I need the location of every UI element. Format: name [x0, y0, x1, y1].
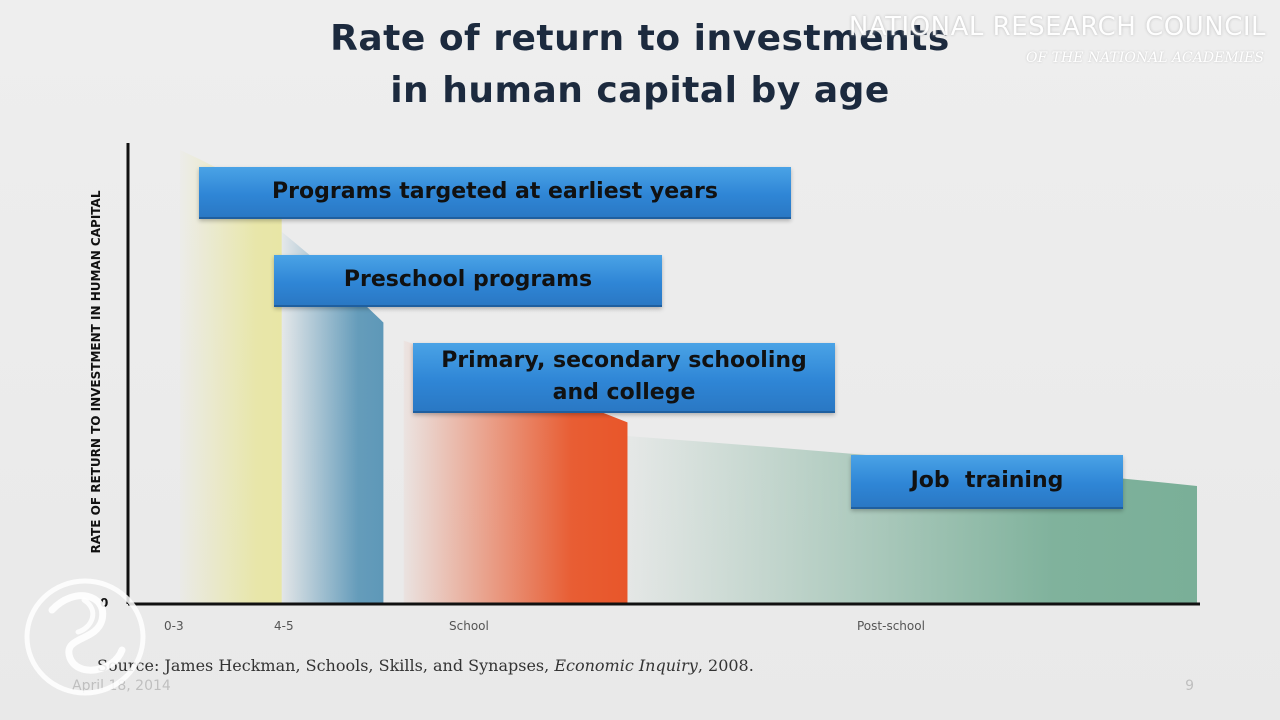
source-text: Source: James Heckman, Schools, Skills, …	[97, 656, 555, 675]
annotation-preschool: Preschool programs	[274, 255, 662, 307]
page-number: 9	[1185, 678, 1194, 694]
area-segment-0-3	[180, 150, 282, 604]
source-citation: Source: James Heckman, Schools, Skills, …	[97, 656, 754, 675]
annotation-job-training-text: Job training	[910, 468, 1064, 493]
annotation-schooling: Primary, secondary schooling and college	[413, 343, 835, 413]
slide-title-line-2: in human capital by age	[390, 70, 890, 111]
source-journal: Economic Inquiry	[554, 656, 698, 675]
slide-title-line-1: Rate of return to investments	[330, 18, 950, 59]
x-tick-label: Post-school	[857, 619, 925, 633]
source-year: , 2008.	[697, 656, 754, 675]
annotation-earliest-years: Programs targeted at earliest years	[199, 167, 791, 219]
y-origin-label: 0	[100, 596, 109, 610]
organization-name: NATIONAL RESEARCH COUNCIL	[848, 12, 1266, 42]
annotation-job-training: Job training	[851, 455, 1123, 509]
x-tick-label: 0-3	[164, 619, 184, 633]
area-segment-4-5	[281, 231, 384, 604]
x-tick-label: School	[449, 619, 489, 633]
academies-swirl-logo-icon	[24, 578, 146, 696]
organization-subtitle: OF THE NATIONAL ACADEMIES	[1026, 50, 1264, 66]
x-tick-label: 4-5	[274, 619, 294, 633]
y-axis-label: RATE OF RETURN TO INVESTMENT IN HUMAN CA…	[89, 190, 103, 554]
